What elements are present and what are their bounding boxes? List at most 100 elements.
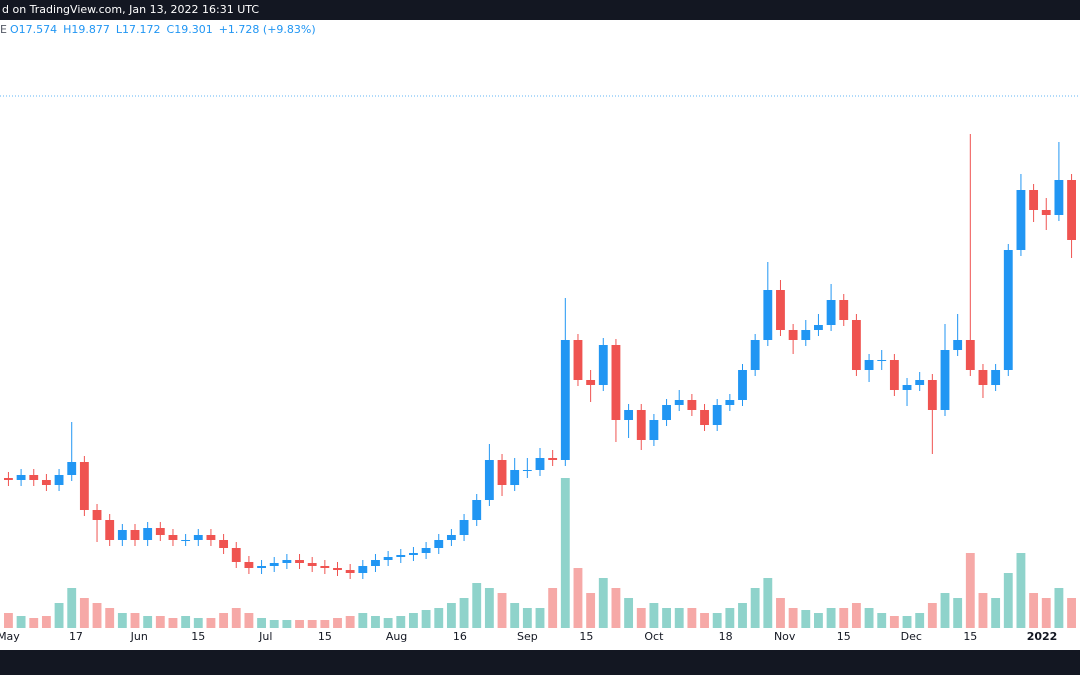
volume-bar [219,613,229,628]
volume-bar [396,616,406,628]
volume-bar [358,613,368,628]
candle-body [446,535,456,540]
ohlc-readout: O17.574 [10,23,57,36]
volume-bar [1041,598,1051,628]
x-tick-label: 17 [69,630,83,643]
candle-body [358,566,368,573]
top-bar [0,0,1080,20]
candle-body [624,410,634,420]
volume-bar [826,608,836,628]
candle-body [636,410,646,440]
volume-bar [497,593,507,628]
candle-body [1029,190,1039,210]
x-tick-label: Jul [258,630,272,643]
volume-bar [421,610,431,628]
candle-body [1041,210,1051,215]
x-tick-label: 15 [963,630,977,643]
candle-body [206,535,216,540]
candle-body [826,300,836,325]
candle-body [497,460,507,485]
candle-body [851,320,861,370]
volume-bar [193,618,203,628]
candle-body [484,460,494,500]
volume-bar [130,613,140,628]
candle-body [1054,180,1064,215]
candle-body [396,555,406,557]
candle-body [560,340,570,460]
volume-bar [320,620,330,628]
candle-body [41,480,51,485]
candle-body [548,458,558,460]
volume-bar [725,608,735,628]
volume-bar [295,620,304,628]
candle-body [839,300,849,320]
volume-bar [851,603,861,628]
volume-bar [649,603,659,628]
volume-bar [181,616,191,628]
volume-bar [231,608,241,628]
ohlc-readout: H19.877 [63,23,110,36]
volume-bar [484,588,494,628]
candle-body [409,553,418,555]
x-tick-label: 16 [453,630,467,643]
candle-body [155,528,165,535]
volume-bar [712,613,722,628]
candle-body [79,462,89,510]
x-tick-label: Sep [517,630,538,643]
candle-body [965,340,975,370]
volume-bar [16,616,26,628]
volume-bar [750,588,760,628]
volume-bar [41,616,51,628]
candle-body [712,405,722,425]
x-tick-label: Jun [130,630,148,643]
volume-bar [522,608,532,628]
volume-bar [674,608,684,628]
candle-body [522,470,532,471]
bottom-bar [0,650,1080,675]
volume-bar [1003,573,1013,628]
volume-bar [117,613,127,628]
volume-bar [4,613,13,628]
x-tick-label: Dec [901,630,922,643]
candle-body [738,370,747,400]
volume-bar [991,598,1001,628]
candle-body [978,370,988,385]
x-tick-label: 15 [318,630,332,643]
candle-body [788,330,798,340]
candle-body [687,400,697,410]
x-tick-label: 15 [837,630,851,643]
candle-body [371,560,380,566]
volume-bar [510,603,520,628]
volume-bar [965,553,975,628]
candle-body [586,380,596,385]
candle-body [130,530,140,540]
candle-body [776,290,785,330]
candle-body [700,410,709,425]
volume-bar [763,578,773,628]
volume-bar [333,618,342,628]
volume-bar [1054,588,1064,628]
legend-prefix: E [0,23,7,36]
candle-body [814,325,823,330]
x-tick-label: 15 [191,630,205,643]
volume-bar [92,603,102,628]
candle-body [459,520,469,535]
volume-bar [978,593,988,628]
volume-bar [927,603,937,628]
volume-bar [573,568,583,628]
volume-bar [143,616,153,628]
volume-bar [535,608,545,628]
volume-bar [459,598,469,628]
volume-bar [155,616,165,628]
volume-bar [776,598,785,628]
candle-body [92,510,102,520]
candle-body [257,566,266,568]
candle-body [573,340,583,380]
volume-bar [257,618,266,628]
candle-body [345,570,355,573]
x-tick-label: Nov [774,630,796,643]
x-tick-label: Oct [644,630,664,643]
candle-body [750,340,760,370]
candle-body [472,500,482,520]
